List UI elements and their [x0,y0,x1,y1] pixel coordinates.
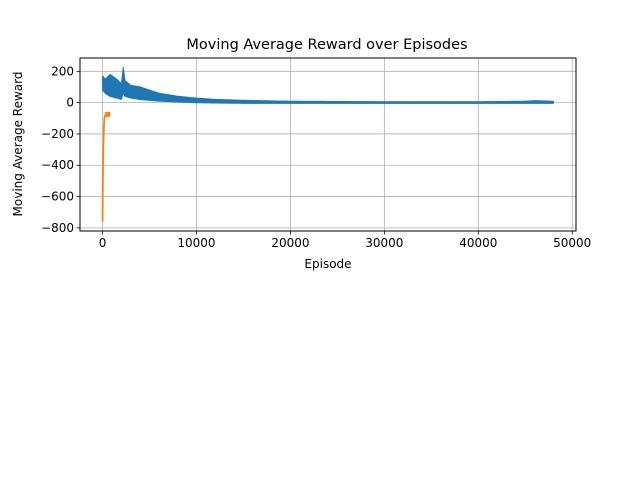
y-axis-ticks: 200 0 −200 −400 −600 −800 [41,64,80,235]
plot-frame [79,57,577,232]
x-axis-title: Episode [304,257,351,271]
x-tick-label: 20000 [271,236,309,250]
y-tick-label: −200 [41,127,74,141]
series-a-line [101,66,555,104]
y-tick-label: 200 [51,64,74,78]
y-tick-label: −400 [41,158,74,172]
x-tick-label: 10000 [177,236,215,250]
chart-title: Moving Average Reward over Episodes [186,37,467,53]
x-tick-label: 30000 [365,236,403,250]
x-tick-label: 50000 [553,236,591,250]
y-tick-label: −800 [41,221,74,235]
y-tick-label: 0 [66,96,74,110]
x-tick-label: 40000 [459,236,497,250]
grid [80,58,576,231]
y-axis-title: Moving Average Reward [11,72,25,217]
x-tick-label: 0 [99,236,107,250]
series-b-end-marker [105,111,111,117]
x-axis-ticks: 0 10000 20000 30000 40000 50000 [99,231,591,250]
y-tick-label: −600 [41,190,74,204]
series-layer [101,66,555,222]
